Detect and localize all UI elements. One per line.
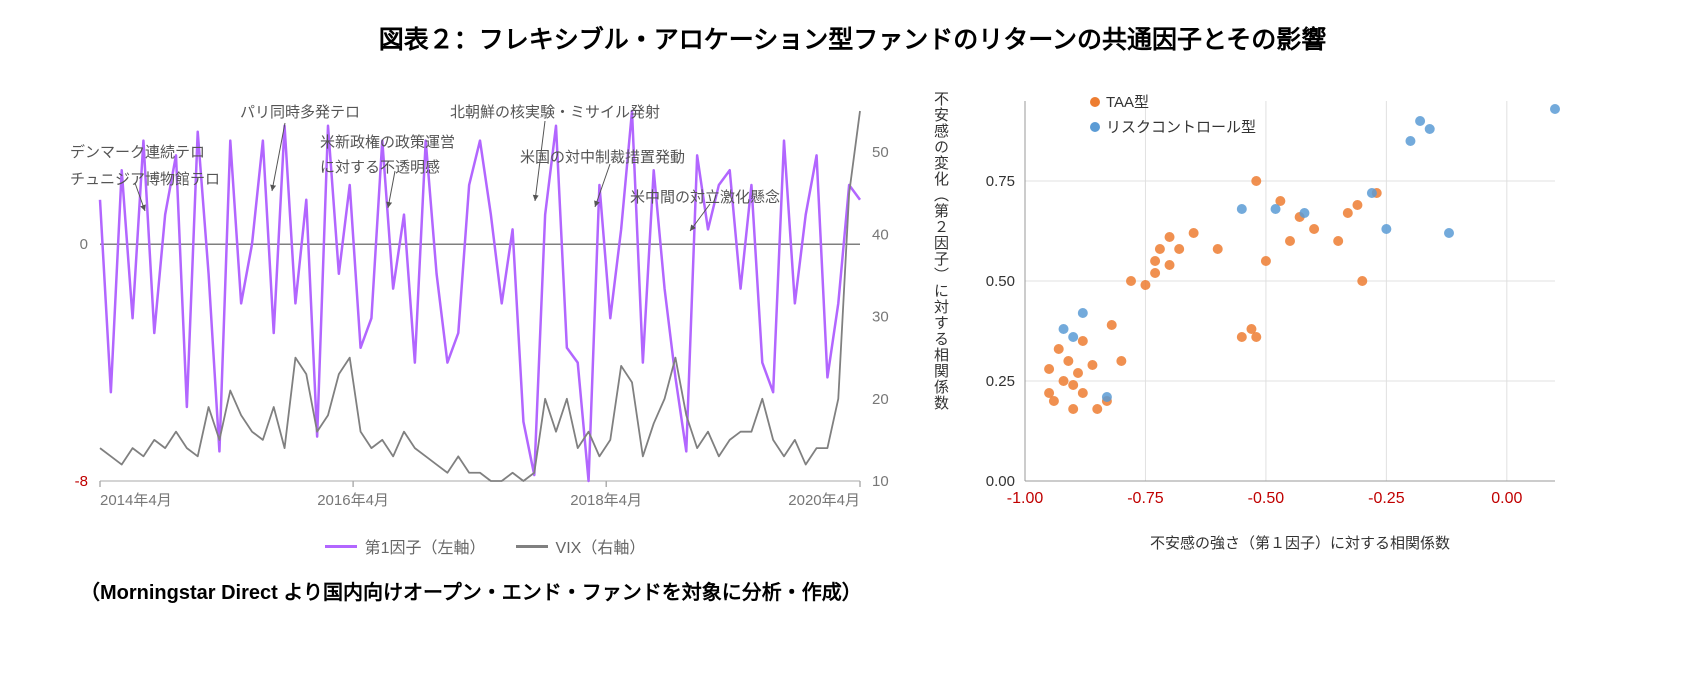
legend-label: VIX（右軸）	[556, 534, 646, 558]
legend-swatch	[516, 545, 548, 548]
legend-swatch	[325, 545, 357, 548]
scatter-svg: 0.00 0.25 0.50 0.75 -1.00 -0.75 -0.50 -0.25 0.00	[960, 71, 1580, 526]
annotation-label: 米国の対中制裁措置発動	[520, 146, 685, 167]
legend-label: 第1因子（左軸）	[365, 534, 486, 558]
svg-text:40: 40	[872, 226, 889, 243]
svg-text:0.75: 0.75	[986, 173, 1015, 190]
annotation-label: パリ同時多発テロ	[240, 101, 360, 122]
legend-item-vix: VIX（右軸）	[516, 534, 646, 558]
svg-text:-0.50: -0.50	[1248, 490, 1285, 507]
annotation-label: 米新政権の政策運営	[320, 131, 455, 152]
x-axis-title: 不安感の強さ（第１因子）に対する相関係数	[960, 532, 1640, 553]
y-axis-title-vertical: 不安感の変化（第２因子）に対する相関係数	[930, 91, 951, 411]
left-legend: 第1因子（左軸） VIX（右軸）	[40, 534, 930, 558]
svg-text:30: 30	[872, 309, 889, 326]
svg-text:-0.25: -0.25	[1368, 490, 1405, 507]
source-note: （Morningstar Direct より国内向けオープン・エンド・ファンドを…	[80, 576, 1665, 605]
svg-text:2014年4月: 2014年4月	[100, 492, 172, 509]
svg-text:20: 20	[872, 391, 889, 408]
svg-text:0.25: 0.25	[986, 373, 1015, 390]
annotation-label: 米中間の対立激化懸念	[630, 186, 780, 207]
scatter-legend: TAA型 リスクコントロール型	[1090, 91, 1256, 141]
svg-text:-8: -8	[75, 473, 88, 490]
svg-text:-1.00: -1.00	[1007, 490, 1044, 507]
svg-text:0.00: 0.00	[986, 473, 1015, 490]
svg-text:0.50: 0.50	[986, 273, 1015, 290]
svg-text:50: 50	[872, 144, 889, 161]
right-chart: 不安感の変化（第２因子）に対する相関係数 TAA型 リスクコントロール型 0.0…	[960, 71, 1640, 558]
chart-title: 図表２：フレキシブル・アロケーション型ファンドのリターンの共通因子とその影響	[40, 20, 1665, 56]
annotation-label: デンマーク連続テロ	[70, 141, 205, 162]
svg-text:2018年4月: 2018年4月	[570, 492, 642, 509]
panel-row: 0 -8 10 20 30 40 50 2014年4月 2016年4月 2018年4月 2020年4…	[40, 71, 1665, 558]
svg-text:10: 10	[872, 473, 889, 490]
legend-item-factor1: 第1因子（左軸）	[325, 534, 486, 558]
timeseries-svg: 0 -8 10 20 30 40 50 2014年4月 2016年4月 2018年4月 2020年4…	[40, 71, 930, 526]
legend-label: リスクコントロール型	[1106, 116, 1256, 137]
svg-text:2020年4月: 2020年4月	[788, 492, 860, 509]
annotation-label: 北朝鮮の核実験・ミサイル発射	[450, 101, 660, 122]
legend-dot-icon	[1090, 97, 1100, 107]
annotation-label: チュニジア博物館テロ	[70, 168, 220, 189]
svg-text:0: 0	[80, 236, 88, 253]
legend-label: TAA型	[1106, 91, 1149, 112]
legend-item-taa: TAA型	[1090, 91, 1256, 112]
svg-text:-0.75: -0.75	[1127, 490, 1164, 507]
svg-text:0.00: 0.00	[1491, 490, 1522, 507]
legend-item-risk: リスクコントロール型	[1090, 116, 1256, 137]
svg-text:2016年4月: 2016年4月	[317, 492, 389, 509]
legend-dot-icon	[1090, 122, 1100, 132]
annotation-label: に対する不透明感	[320, 156, 440, 177]
left-chart: 0 -8 10 20 30 40 50 2014年4月 2016年4月 2018年4月 2020年4…	[40, 71, 930, 558]
